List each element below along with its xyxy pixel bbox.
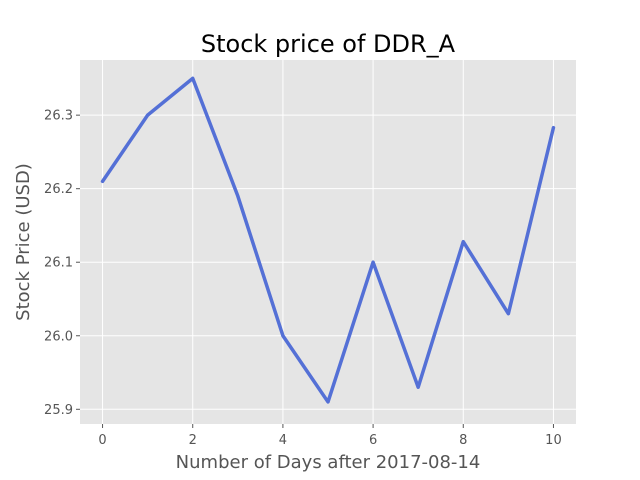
y-axis-label: Stock Price (USD) [13,163,34,321]
x-tick-label: 4 [279,433,287,448]
x-tick-label: 10 [545,433,562,448]
x-tick-label: 6 [369,433,377,448]
y-tick-label: 26.2 [44,182,73,197]
plot-area [80,60,576,424]
x-axis-label: Number of Days after 2017-08-14 [176,452,481,473]
y-tick-label: 25.9 [44,403,73,418]
y-tick-label: 26.0 [44,329,73,344]
y-axis: 25.9 26.0 26.1 26.2 26.3 [44,109,80,418]
x-tick-label: 8 [459,433,467,448]
chart-title: Stock price of DDR_A [201,30,456,58]
x-axis: 0 2 4 6 8 10 [98,424,562,448]
x-tick-label: 2 [189,433,197,448]
y-tick-label: 26.3 [44,109,73,124]
y-tick-label: 26.1 [44,256,73,271]
series-line [100,76,556,404]
x-tick-label: 0 [98,433,106,448]
